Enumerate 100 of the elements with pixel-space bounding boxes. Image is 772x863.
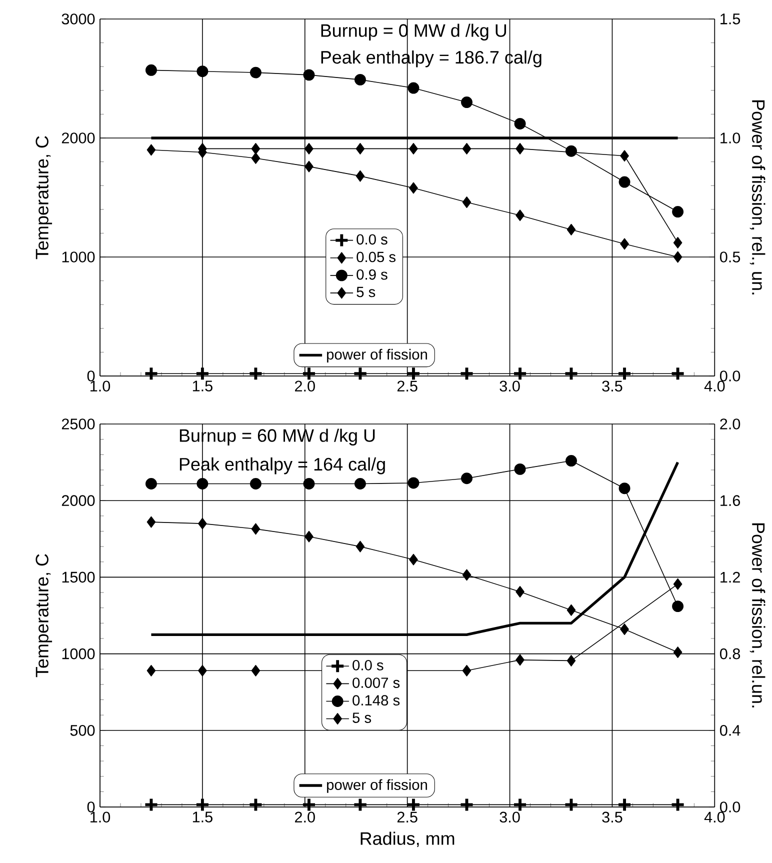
x-tick-label: 3.5 <box>602 812 622 823</box>
point <box>144 366 159 382</box>
x-tick-label: 3.0 <box>500 812 520 823</box>
y-tick-label: 0 <box>87 370 95 382</box>
point <box>462 142 472 154</box>
point <box>566 224 576 236</box>
point <box>352 366 368 382</box>
point <box>251 152 260 164</box>
point <box>354 74 366 86</box>
point <box>462 569 472 581</box>
point <box>354 478 366 490</box>
point <box>672 600 684 612</box>
x-tick-label: 1.5 <box>192 380 212 392</box>
point <box>672 206 684 218</box>
point <box>356 170 365 182</box>
point <box>304 160 314 172</box>
point <box>303 69 315 81</box>
x-tick-label: 2.0 <box>295 380 315 392</box>
point <box>352 797 368 812</box>
y2-tick-label: 0.0 <box>720 370 740 382</box>
point <box>516 210 524 222</box>
legend-label: 0.0 s <box>352 660 384 670</box>
point <box>620 150 629 162</box>
y2-axis-title: Power of fission, rel.un. <box>750 523 766 708</box>
point <box>144 797 159 812</box>
point <box>302 797 316 812</box>
point <box>461 472 472 484</box>
y-tick-label: 3000 <box>62 14 95 24</box>
point <box>617 797 632 812</box>
y-tick-label: 1500 <box>62 572 95 583</box>
y2-tick-label: 0.0 <box>720 802 740 812</box>
point <box>618 482 630 494</box>
point <box>409 182 418 194</box>
point <box>516 654 524 666</box>
legend-label: 5 s <box>352 712 372 723</box>
x-tick-label: 4.0 <box>704 812 725 823</box>
legend-label: 0.05 s <box>356 252 396 262</box>
y2-tick-label: 2.0 <box>720 418 740 430</box>
point <box>248 366 264 382</box>
point <box>514 118 526 130</box>
y-tick-label: 0 <box>87 802 95 812</box>
point <box>304 530 314 542</box>
point <box>251 664 260 676</box>
point <box>145 478 157 490</box>
legend-label: power of fission <box>327 779 427 793</box>
point <box>566 654 576 666</box>
x-tick-label: 3.0 <box>500 380 520 392</box>
point <box>459 797 474 812</box>
point <box>620 624 629 636</box>
point <box>564 366 579 382</box>
point <box>408 477 420 489</box>
point <box>248 797 264 812</box>
point <box>512 366 528 382</box>
x-axis-title: Radius, mm <box>360 832 454 848</box>
point <box>673 646 682 658</box>
point <box>512 797 528 812</box>
point <box>302 366 316 382</box>
y2-tick-label: 0.5 <box>720 252 740 262</box>
point <box>145 64 157 76</box>
x-tick-label: 1.5 <box>192 812 212 822</box>
y-tick-label: 1000 <box>62 252 95 262</box>
y2-tick-label: 0.8 <box>720 648 740 660</box>
y-axis-title: Temperature, C <box>36 136 52 260</box>
point <box>462 196 472 208</box>
legend-label: 0.9 s <box>356 269 388 280</box>
x-tick-label: 1.0 <box>90 812 110 823</box>
point <box>462 664 472 676</box>
x-tick-label: 2.0 <box>295 812 315 823</box>
point <box>251 142 260 154</box>
point <box>673 578 682 590</box>
point <box>673 251 682 263</box>
point <box>673 236 682 248</box>
point <box>566 145 577 157</box>
legend-label: 0.007 s <box>352 678 400 688</box>
point <box>516 586 524 598</box>
point <box>194 797 210 812</box>
y-axis-title: Temperature, C <box>36 554 52 678</box>
point <box>406 366 421 382</box>
x-tick-label: 2.5 <box>397 380 418 392</box>
point <box>198 664 207 676</box>
point <box>566 455 577 466</box>
y-tick-label: 2500 <box>62 418 95 430</box>
point <box>408 82 420 94</box>
point <box>670 797 686 812</box>
point <box>198 518 207 530</box>
point <box>194 366 210 382</box>
point <box>406 797 421 812</box>
point <box>617 366 632 382</box>
point <box>409 554 418 566</box>
legend-label: power of fission <box>327 348 427 362</box>
legend-label: 5 s <box>356 286 376 298</box>
legend-label: 0.148 s <box>352 695 400 706</box>
point <box>618 176 630 188</box>
x-tick-label: 1.0 <box>90 380 110 392</box>
point <box>146 664 156 676</box>
x-tick-label: 3.5 <box>602 380 622 392</box>
point <box>516 142 524 154</box>
y2-tick-label: 1.6 <box>720 495 740 506</box>
point <box>566 604 576 616</box>
y-tick-label: 2000 <box>62 495 95 506</box>
